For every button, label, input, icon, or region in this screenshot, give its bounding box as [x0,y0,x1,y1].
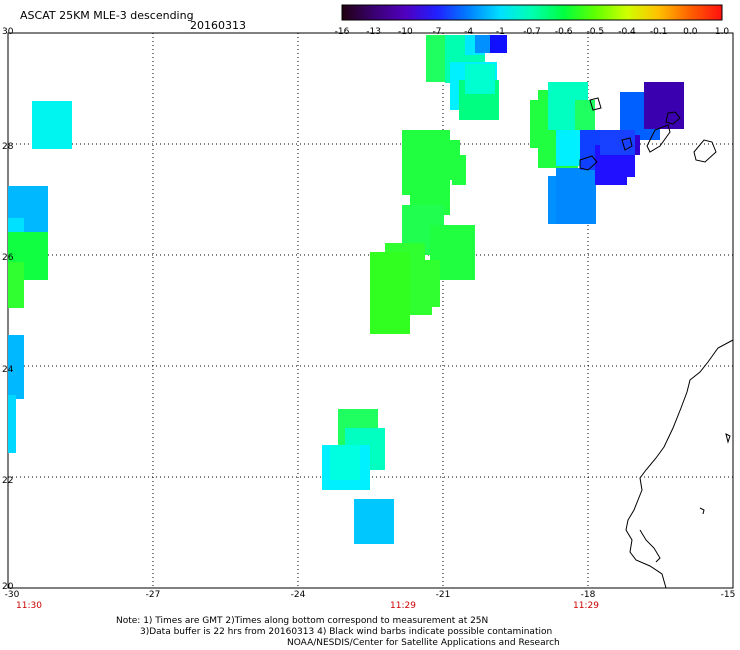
coast-island [699,507,705,515]
la-palma-island [589,97,602,111]
map-date: 20160313 [190,19,246,32]
colorbar-label: 0.0 [683,27,698,37]
lanzarote-island [665,111,681,125]
african-coast-north [693,139,717,163]
african-coast [625,339,734,589]
data-cell [490,35,507,53]
data-cell [410,280,432,315]
lon-label-30: -30 [4,590,20,600]
note-line-3: NOAA/NESDIS/Center for Satellite Applica… [287,638,560,648]
coast-mark [725,433,731,444]
lat-label-20: 20 [2,582,14,592]
data-cell [575,100,595,130]
colorbar-label: -0.7 [523,27,541,37]
gran-canaria-island [621,137,633,151]
data-cell [475,35,490,53]
colorbar-label: -7 [432,27,442,37]
colorbar-label: -1 [495,27,505,37]
coastlines [579,97,734,589]
lon-label-21: -21 [435,590,451,600]
data-cell [8,395,16,453]
colorbar-label: -10 [397,27,413,37]
lat-label-24: 24 [2,365,14,375]
data-cell [556,168,596,224]
colorbar-label: -0.1 [649,27,668,37]
note-line-2: 3)Data buffer is 22 hrs from 20160313 4)… [140,627,553,637]
pass-time-1: 11:30 [16,601,42,611]
data-cell [452,155,466,185]
lat-label-30: 30 [2,27,14,37]
data-cell [354,499,394,544]
colorbar [341,4,723,21]
colorbar-label: -0.4 [618,27,636,37]
data-cell [600,130,635,155]
data-cell [595,165,627,185]
lon-label-18: -18 [580,590,596,600]
pass-time-3: 11:29 [573,601,599,611]
lon-label-27: -27 [145,590,161,600]
lat-label-22: 22 [2,476,14,486]
pass-time-2: 11:29 [390,601,416,611]
data-cell [8,218,24,236]
tenerife-island [579,155,598,171]
colorbar-label: -0.5 [586,27,605,37]
data-cell [8,262,24,308]
lat-label-28: 28 [2,142,14,152]
lon-label-24: -24 [290,590,306,600]
map-frame [7,32,734,589]
data-cell [330,445,360,480]
fuerteventura-island [646,124,671,153]
colorbar-label: -16 [334,27,350,37]
data-cell [465,64,495,94]
data-cell [32,101,72,149]
colorbar-label: -13 [366,27,382,37]
data-cell [8,335,24,399]
map-title: ASCAT 25KM MLE-3 descending [20,9,194,22]
note-line-1: Note: 1) Times are GMT 2)Times along bot… [116,616,489,626]
data-cell [644,82,684,129]
colorbar-label: -4 [464,27,474,37]
colorbar-label: -0.6 [554,27,573,37]
colorbar-gradient [341,4,723,21]
cap-blanc [639,529,661,563]
data-cell [370,252,410,334]
colorbar-label: 1.0 [714,27,730,37]
wind-data-cells [8,35,684,544]
lat-label-26: 26 [2,253,14,263]
lon-label-15: -15 [720,590,736,600]
